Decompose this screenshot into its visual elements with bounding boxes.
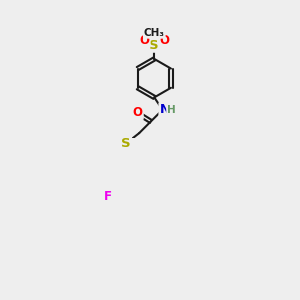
Text: CH₃: CH₃: [144, 28, 165, 38]
Text: H: H: [167, 105, 176, 115]
Text: O: O: [133, 106, 143, 119]
Text: N: N: [159, 103, 170, 116]
Text: S: S: [121, 137, 131, 150]
Text: O: O: [159, 34, 169, 47]
Text: F: F: [103, 190, 112, 203]
Text: S: S: [149, 39, 159, 52]
Text: O: O: [140, 34, 150, 47]
